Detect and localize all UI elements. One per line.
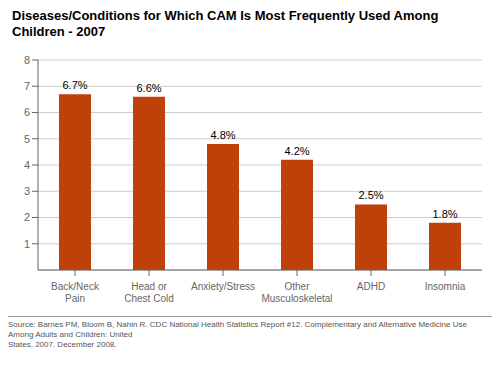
html-text:Diseases/Conditions for Which: Diseases/Conditions for Which CAM Is Mos…: [12, 8, 439, 39]
svg-text:Anxiety/Stress: Anxiety/Stress: [191, 281, 255, 292]
svg-text:8: 8: [24, 54, 30, 66]
svg-text:5: 5: [24, 133, 30, 145]
svg-text:1: 1: [24, 238, 30, 250]
svg-text:7: 7: [24, 80, 30, 92]
svg-text:Head orChest Cold: Head orChest Cold: [124, 281, 173, 304]
svg-text:6.6%: 6.6%: [136, 82, 161, 94]
svg-text:4: 4: [24, 159, 30, 171]
svg-text:OtherMusculoskeletal: OtherMusculoskeletal: [261, 281, 332, 304]
svg-text:6.7%: 6.7%: [62, 79, 87, 91]
svg-text:Back/NeckPain: Back/NeckPain: [51, 281, 100, 304]
svg-text:Insomnia: Insomnia: [425, 281, 466, 292]
svg-text:4.8%: 4.8%: [210, 129, 235, 141]
svg-text:3: 3: [24, 185, 30, 197]
svg-text:2: 2: [24, 211, 30, 223]
html-text:Source: Barnes PM, Bloom B, Na: Source: Barnes PM, Bloom B, Nahin R. CDC…: [8, 320, 467, 349]
svg-text:ADHD: ADHD: [357, 281, 385, 292]
svg-text:4.2%: 4.2%: [284, 145, 309, 157]
svg-text:2.5%: 2.5%: [358, 189, 383, 201]
svg-text:1.8%: 1.8%: [432, 208, 457, 220]
svg-text:6: 6: [24, 106, 30, 118]
